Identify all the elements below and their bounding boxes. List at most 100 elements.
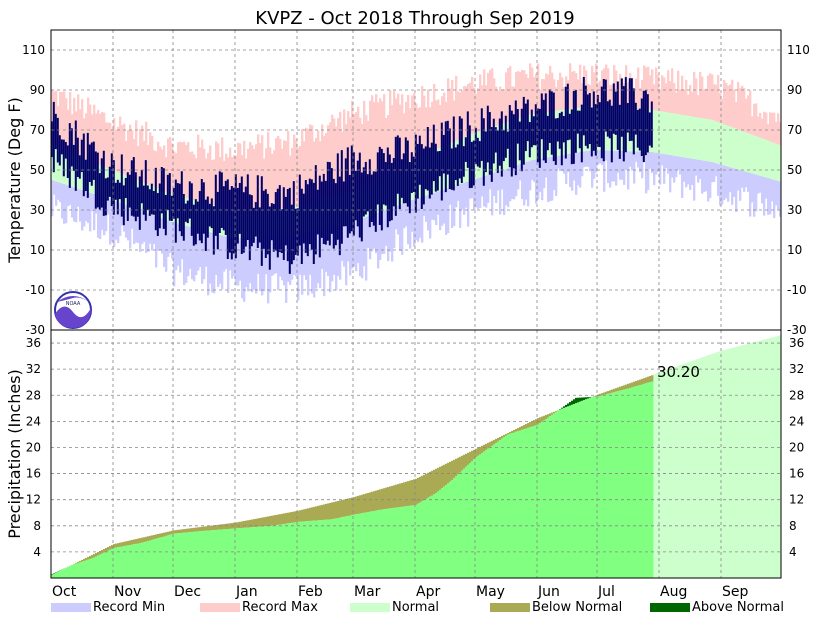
record-min-bar bbox=[559, 155, 562, 172]
record-max-bar bbox=[357, 106, 360, 187]
below-normal-bar bbox=[401, 482, 404, 507]
normal-range-bar bbox=[753, 135, 756, 174]
record-min-bar bbox=[615, 150, 618, 186]
record-max-bar bbox=[455, 75, 458, 141]
below-normal-bar bbox=[647, 376, 650, 383]
record-min-bar bbox=[519, 164, 522, 181]
record-max-bar bbox=[107, 122, 110, 169]
record-max-bar bbox=[537, 63, 540, 114]
observed-precip-bar bbox=[355, 514, 358, 578]
record-max-bar bbox=[635, 78, 638, 109]
record-max-bar bbox=[301, 128, 304, 205]
record-min-bar bbox=[361, 218, 364, 279]
below-normal-bar bbox=[433, 469, 436, 495]
record-min-bar bbox=[389, 208, 392, 252]
record-min-bar bbox=[245, 237, 248, 288]
below-normal-bar bbox=[251, 519, 254, 528]
record-min-bar bbox=[549, 157, 552, 202]
below-normal-bar bbox=[605, 391, 608, 395]
record-min-bar bbox=[485, 175, 488, 208]
record-min-bar bbox=[313, 230, 316, 298]
precip-tick-right: 8 bbox=[789, 519, 797, 533]
record-max-bar bbox=[103, 112, 106, 167]
observed-precip-bar bbox=[241, 527, 244, 578]
observed-precip-bar bbox=[599, 396, 602, 578]
observed-precip-bar bbox=[493, 444, 496, 578]
below-normal-bar bbox=[331, 502, 334, 520]
above-normal-bar bbox=[583, 397, 586, 401]
record-min-bar bbox=[197, 228, 200, 271]
record-min-bar bbox=[211, 232, 214, 293]
normal-range-bar bbox=[749, 134, 752, 173]
observed-precip-bar bbox=[263, 526, 266, 578]
record-max-bar bbox=[117, 126, 120, 173]
below-normal-bar bbox=[101, 550, 104, 554]
record-min-bar bbox=[585, 151, 588, 167]
record-min-bar bbox=[401, 203, 404, 255]
record-min-bar bbox=[723, 165, 726, 200]
record-min-bar bbox=[413, 199, 416, 247]
observed-precip-bar bbox=[465, 466, 468, 578]
below-normal-bar bbox=[115, 543, 118, 548]
record-min-bar bbox=[755, 174, 758, 212]
below-normal-bar bbox=[193, 527, 196, 532]
temp-tick-left: 50 bbox=[30, 163, 45, 177]
record-min-bar bbox=[77, 188, 80, 207]
normal-range-bar bbox=[667, 112, 670, 155]
record-min-bar bbox=[327, 227, 330, 277]
record-min-bar bbox=[547, 157, 550, 203]
record-min-bar bbox=[673, 155, 676, 183]
observed-precip-bar bbox=[75, 563, 78, 578]
record-min-bar bbox=[247, 237, 250, 292]
observed-precip-bar bbox=[405, 506, 408, 578]
month-label: Oct bbox=[52, 584, 77, 600]
record-max-bar bbox=[149, 132, 152, 186]
below-normal-bar bbox=[169, 531, 172, 535]
normal-range-bar bbox=[655, 110, 658, 153]
record-max-bar bbox=[669, 80, 672, 113]
record-max-bar bbox=[437, 99, 440, 149]
observed-precip-bar bbox=[143, 542, 146, 578]
below-normal-bar bbox=[385, 487, 388, 509]
legend-label: Below Normal bbox=[532, 600, 622, 615]
precip-tick-right: 20 bbox=[789, 440, 804, 454]
below-normal-bar bbox=[543, 415, 546, 421]
chart-title: KVPZ - Oct 2018 Through Sep 2019 bbox=[255, 8, 574, 29]
record-min-bar bbox=[393, 206, 396, 248]
observed-precip-bar bbox=[519, 430, 522, 578]
record-min-bar bbox=[447, 188, 450, 233]
record-max-bar bbox=[111, 128, 114, 170]
normal-precip-area bbox=[653, 335, 781, 578]
record-max-bar bbox=[97, 109, 100, 165]
record-min-bar bbox=[741, 170, 744, 188]
observed-precip-bar bbox=[253, 527, 256, 578]
record-min-bar bbox=[315, 230, 318, 289]
above-normal-bar bbox=[577, 397, 580, 403]
record-max-bar bbox=[191, 151, 194, 200]
record-max-bar bbox=[303, 141, 306, 205]
record-max-bar bbox=[641, 79, 644, 110]
below-normal-bar bbox=[237, 522, 240, 529]
below-normal-bar bbox=[289, 512, 292, 524]
normal-range-bar bbox=[721, 123, 724, 165]
temp-tick-right: -30 bbox=[787, 323, 807, 337]
observed-precip-bar bbox=[511, 433, 514, 578]
observed-precip-bar bbox=[295, 522, 298, 578]
record-max-bar bbox=[519, 72, 522, 118]
temp-tick-left: 90 bbox=[30, 83, 45, 97]
record-min-bar bbox=[281, 236, 284, 281]
record-max-bar bbox=[63, 91, 66, 151]
record-min-bar bbox=[73, 187, 76, 222]
observed-precip-bar bbox=[55, 572, 58, 578]
observed-precip-bar bbox=[229, 528, 232, 578]
record-max-bar bbox=[535, 73, 538, 114]
record-min-bar bbox=[747, 172, 750, 192]
record-min-bar bbox=[181, 224, 184, 260]
record-max-bar bbox=[611, 84, 614, 108]
record-max-bar bbox=[527, 78, 530, 116]
record-min-bar bbox=[767, 178, 770, 215]
record-min-bar bbox=[517, 164, 520, 190]
observed-precip-bar bbox=[147, 541, 150, 578]
record-max-bar bbox=[447, 78, 450, 145]
record-min-bar bbox=[659, 153, 662, 185]
